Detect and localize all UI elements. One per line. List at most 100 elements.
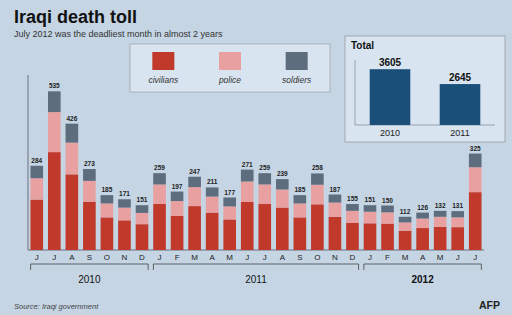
total-label: 426 <box>66 115 77 122</box>
bar-segment <box>118 220 131 250</box>
bar-segment <box>223 206 236 219</box>
bar-segment <box>136 224 149 250</box>
bar-segment <box>83 181 96 202</box>
bar-segment <box>276 208 289 250</box>
chart: Iraqi death tollJuly 2012 was the deadli… <box>0 0 512 315</box>
bar-segment <box>83 169 96 181</box>
bar-segment <box>258 184 271 204</box>
total-label: 185 <box>101 186 112 193</box>
bar-segment <box>136 213 149 224</box>
bar-segment <box>294 217 307 250</box>
bar-segment <box>329 195 342 203</box>
legend-label: police <box>218 75 241 85</box>
bar-segment <box>101 217 114 250</box>
bar-segment <box>469 167 482 192</box>
bar-segment <box>101 203 114 217</box>
group-label: 2012 <box>411 274 434 285</box>
credit: AFP <box>479 299 500 311</box>
bar-segment <box>329 203 342 217</box>
bar-segment <box>66 143 79 175</box>
x-tick-label: J <box>368 253 372 262</box>
bar-segment <box>364 223 377 250</box>
bar-segment <box>364 212 377 224</box>
total-label: 132 <box>435 202 446 209</box>
x-tick-label: J <box>456 253 460 262</box>
x-tick-label: J <box>245 253 249 262</box>
title: Iraqi death toll <box>14 7 137 27</box>
bar-segment <box>434 211 447 217</box>
total-label: 247 <box>189 168 200 175</box>
x-tick-label: M <box>402 253 409 262</box>
total-label: 171 <box>119 190 130 197</box>
total-label: 259 <box>259 164 270 171</box>
legend-label: soldiers <box>282 75 312 85</box>
total-label: 535 <box>49 82 60 89</box>
x-tick-label: A <box>280 253 286 262</box>
bar-segment <box>364 205 377 212</box>
x-tick-label: M <box>437 253 444 262</box>
bar-segment <box>101 195 114 203</box>
legend-swatch <box>286 52 308 70</box>
x-tick-label: N <box>122 253 128 262</box>
group-bracket: 2011 <box>153 264 358 285</box>
x-tick-label: F <box>175 253 180 262</box>
total-label: 197 <box>172 183 183 190</box>
bar-segment <box>30 200 43 250</box>
x-tick-label: S <box>87 253 92 262</box>
bar-segment <box>399 217 412 223</box>
bar-segment <box>451 227 464 250</box>
source: Source: Iraqi government <box>14 302 99 311</box>
bar-segment <box>83 202 96 250</box>
total-label: 126 <box>417 204 428 211</box>
inset-x-tick-label: 2010 <box>380 128 400 138</box>
bracket-line <box>364 264 482 270</box>
legend-swatch <box>152 52 174 70</box>
bar-segment <box>416 228 429 250</box>
bar-segment <box>30 166 43 178</box>
bar-segment <box>153 184 166 204</box>
group-bracket: 2010 <box>31 264 149 285</box>
bar-segment <box>48 91 61 112</box>
bar-segment <box>276 189 289 207</box>
bar-segment <box>241 202 254 250</box>
bar-segment <box>206 187 219 196</box>
x-tick-label: F <box>385 253 390 262</box>
total-label: 271 <box>242 161 253 168</box>
x-tick-label: J <box>35 253 39 262</box>
background <box>0 0 512 315</box>
bar-segment <box>416 213 429 219</box>
total-label: 150 <box>382 197 393 204</box>
inset-x-tick-label: 2011 <box>450 128 469 138</box>
total-label: 239 <box>277 170 288 177</box>
y-axis-line <box>28 75 29 250</box>
x-tick-label: M <box>191 253 198 262</box>
total-label: 155 <box>347 195 358 202</box>
bar-segment <box>48 112 61 152</box>
total-label: 151 <box>137 196 148 203</box>
inset-box <box>345 36 505 142</box>
bar-segment <box>241 181 254 201</box>
bar-segment <box>188 177 201 187</box>
total-label: 259 <box>154 164 165 171</box>
x-tick-label: O <box>104 253 110 262</box>
total-label: 284 <box>31 157 42 164</box>
total-label: 112 <box>400 208 411 215</box>
group-bracket: 2012 <box>364 264 482 285</box>
bar-segment <box>171 216 184 250</box>
x-tick-label: J <box>52 253 56 262</box>
inset-y-axis-line <box>355 60 356 125</box>
x-tick-label: O <box>314 253 320 262</box>
x-tick-label: S <box>297 253 302 262</box>
bar-segment <box>30 178 43 199</box>
bar-segment <box>223 198 236 207</box>
x-tick-label: J <box>473 253 477 262</box>
inset-data-label: 3605 <box>379 57 402 68</box>
bar-segment <box>311 204 324 250</box>
bar-segment <box>381 212 394 223</box>
bar-segment <box>206 213 219 250</box>
x-tick-label: D <box>139 253 145 262</box>
bar-segment <box>48 152 61 250</box>
bar-segment <box>311 173 324 184</box>
bar-segment <box>381 206 394 213</box>
bar-segment <box>153 204 166 250</box>
